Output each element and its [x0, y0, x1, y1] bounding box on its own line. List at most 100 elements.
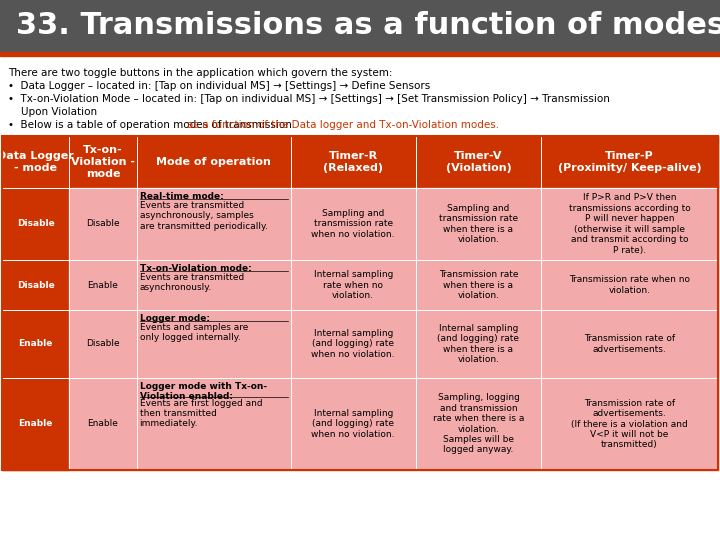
- Bar: [69, 260, 137, 310]
- Bar: [69, 310, 137, 378]
- Bar: [416, 136, 541, 188]
- Bar: [291, 260, 416, 310]
- Text: Enable: Enable: [88, 280, 118, 289]
- Bar: [137, 378, 291, 470]
- Text: Tx-on-
Violation -
mode: Tx-on- Violation - mode: [71, 145, 135, 179]
- Bar: [416, 310, 541, 378]
- Text: Logger mode:: Logger mode:: [140, 314, 210, 323]
- Text: Events are transmitted
asynchronously.: Events are transmitted asynchronously.: [140, 273, 244, 292]
- Bar: [291, 378, 416, 470]
- Bar: [2, 378, 69, 470]
- Text: Enable: Enable: [88, 420, 118, 429]
- Bar: [137, 260, 291, 310]
- Bar: [137, 310, 291, 378]
- Text: Enable: Enable: [19, 420, 53, 429]
- Text: Transmission rate of
advertisements.: Transmission rate of advertisements.: [584, 334, 675, 354]
- Bar: [69, 260, 137, 310]
- Bar: [416, 260, 541, 310]
- Bar: [291, 260, 416, 310]
- Bar: [541, 136, 718, 188]
- Text: Internal sampling
(and logging) rate
when there is a
violation.: Internal sampling (and logging) rate whe…: [438, 324, 520, 364]
- Text: Timer-R
(Relaxed): Timer-R (Relaxed): [323, 151, 383, 173]
- Bar: [137, 188, 291, 260]
- Bar: [2, 188, 69, 260]
- Text: Sampling and
transmission rate
when no violation.: Sampling and transmission rate when no v…: [312, 209, 395, 239]
- Text: Disable: Disable: [86, 219, 120, 228]
- Bar: [541, 310, 718, 378]
- Text: Timer-V
(Violation): Timer-V (Violation): [446, 151, 511, 173]
- Text: Events and samples are
only logged internally.: Events and samples are only logged inter…: [140, 323, 248, 342]
- Bar: [2, 136, 69, 188]
- Text: Upon Violation: Upon Violation: [8, 107, 97, 117]
- Bar: [416, 188, 541, 260]
- Text: If P>R and P>V then
transmissions according to
P will never happen
(otherwise it: If P>R and P>V then transmissions accord…: [569, 193, 690, 254]
- Text: as a function of the Data logger and Tx-on-Violation modes.: as a function of the Data logger and Tx-…: [187, 120, 500, 130]
- Bar: [137, 136, 291, 188]
- Bar: [2, 378, 69, 470]
- Bar: [416, 378, 541, 470]
- Bar: [2, 136, 718, 470]
- Bar: [137, 136, 291, 188]
- Bar: [137, 188, 291, 260]
- Bar: [69, 188, 137, 260]
- Bar: [2, 136, 718, 470]
- Bar: [69, 310, 137, 378]
- Bar: [416, 188, 541, 260]
- Bar: [291, 136, 416, 188]
- Bar: [541, 260, 718, 310]
- Bar: [416, 136, 541, 188]
- Bar: [2, 136, 69, 188]
- Text: Internal sampling
rate when no
violation.: Internal sampling rate when no violation…: [313, 270, 393, 300]
- Bar: [291, 310, 416, 378]
- Text: Tx-on-Violation mode:: Tx-on-Violation mode:: [140, 264, 251, 273]
- Bar: [541, 136, 718, 188]
- Text: Events are first logged and
then transmitted
immediately.: Events are first logged and then transmi…: [140, 399, 262, 428]
- Bar: [291, 188, 416, 260]
- Bar: [541, 260, 718, 310]
- Text: Transmission rate
when there is a
violation.: Transmission rate when there is a violat…: [438, 270, 518, 300]
- Bar: [2, 260, 69, 310]
- Text: Disable: Disable: [17, 219, 55, 228]
- Bar: [541, 188, 718, 260]
- Text: Transmission rate when no
violation.: Transmission rate when no violation.: [569, 275, 690, 295]
- Bar: [137, 378, 291, 470]
- Text: Transmission rate of
advertisements.
(If there is a violation and
V<P it will no: Transmission rate of advertisements. (If…: [571, 399, 688, 449]
- Bar: [291, 136, 416, 188]
- Bar: [291, 310, 416, 378]
- Text: •  Below is a table of operation modes of transmission: • Below is a table of operation modes of…: [8, 120, 295, 130]
- Text: 33. Transmissions as a function of modes: 33. Transmissions as a function of modes: [16, 11, 720, 40]
- Bar: [416, 260, 541, 310]
- Bar: [0, 52, 720, 56]
- Text: Internal sampling
(and logging) rate
when no violation.: Internal sampling (and logging) rate whe…: [312, 409, 395, 439]
- Bar: [541, 378, 718, 470]
- Bar: [541, 188, 718, 260]
- Bar: [69, 188, 137, 260]
- Text: Disable: Disable: [17, 280, 55, 289]
- Bar: [137, 260, 291, 310]
- Bar: [69, 378, 137, 470]
- Text: Logger mode with Tx-on-
Violation enabled:: Logger mode with Tx-on- Violation enable…: [140, 382, 266, 401]
- Bar: [69, 136, 137, 188]
- Bar: [291, 188, 416, 260]
- Bar: [541, 310, 718, 378]
- Text: Internal sampling
(and logging) rate
when no violation.: Internal sampling (and logging) rate whe…: [312, 329, 395, 359]
- Bar: [2, 188, 69, 260]
- Bar: [416, 378, 541, 470]
- Text: Enable: Enable: [19, 340, 53, 348]
- Bar: [541, 378, 718, 470]
- Bar: [137, 310, 291, 378]
- Bar: [2, 260, 69, 310]
- Bar: [0, 0, 720, 52]
- Text: •  Data Logger – located in: [Tap on individual MS] → [Settings] → Define Sensor: • Data Logger – located in: [Tap on indi…: [8, 81, 431, 91]
- Bar: [2, 310, 69, 378]
- Bar: [69, 136, 137, 188]
- Bar: [69, 378, 137, 470]
- Bar: [2, 310, 69, 378]
- Text: Real-time mode:: Real-time mode:: [140, 192, 223, 201]
- Text: Timer-P
(Proximity/ Keep-alive): Timer-P (Proximity/ Keep-alive): [558, 151, 701, 173]
- Text: Mode of operation: Mode of operation: [156, 157, 271, 167]
- Bar: [416, 310, 541, 378]
- Text: Sampling, logging
and transmission
rate when there is a
violation.
Samples will : Sampling, logging and transmission rate …: [433, 394, 524, 455]
- Text: Events are transmitted
asynchronously, samples
are transmitted periodically.: Events are transmitted asynchronously, s…: [140, 201, 268, 231]
- Text: Disable: Disable: [86, 340, 120, 348]
